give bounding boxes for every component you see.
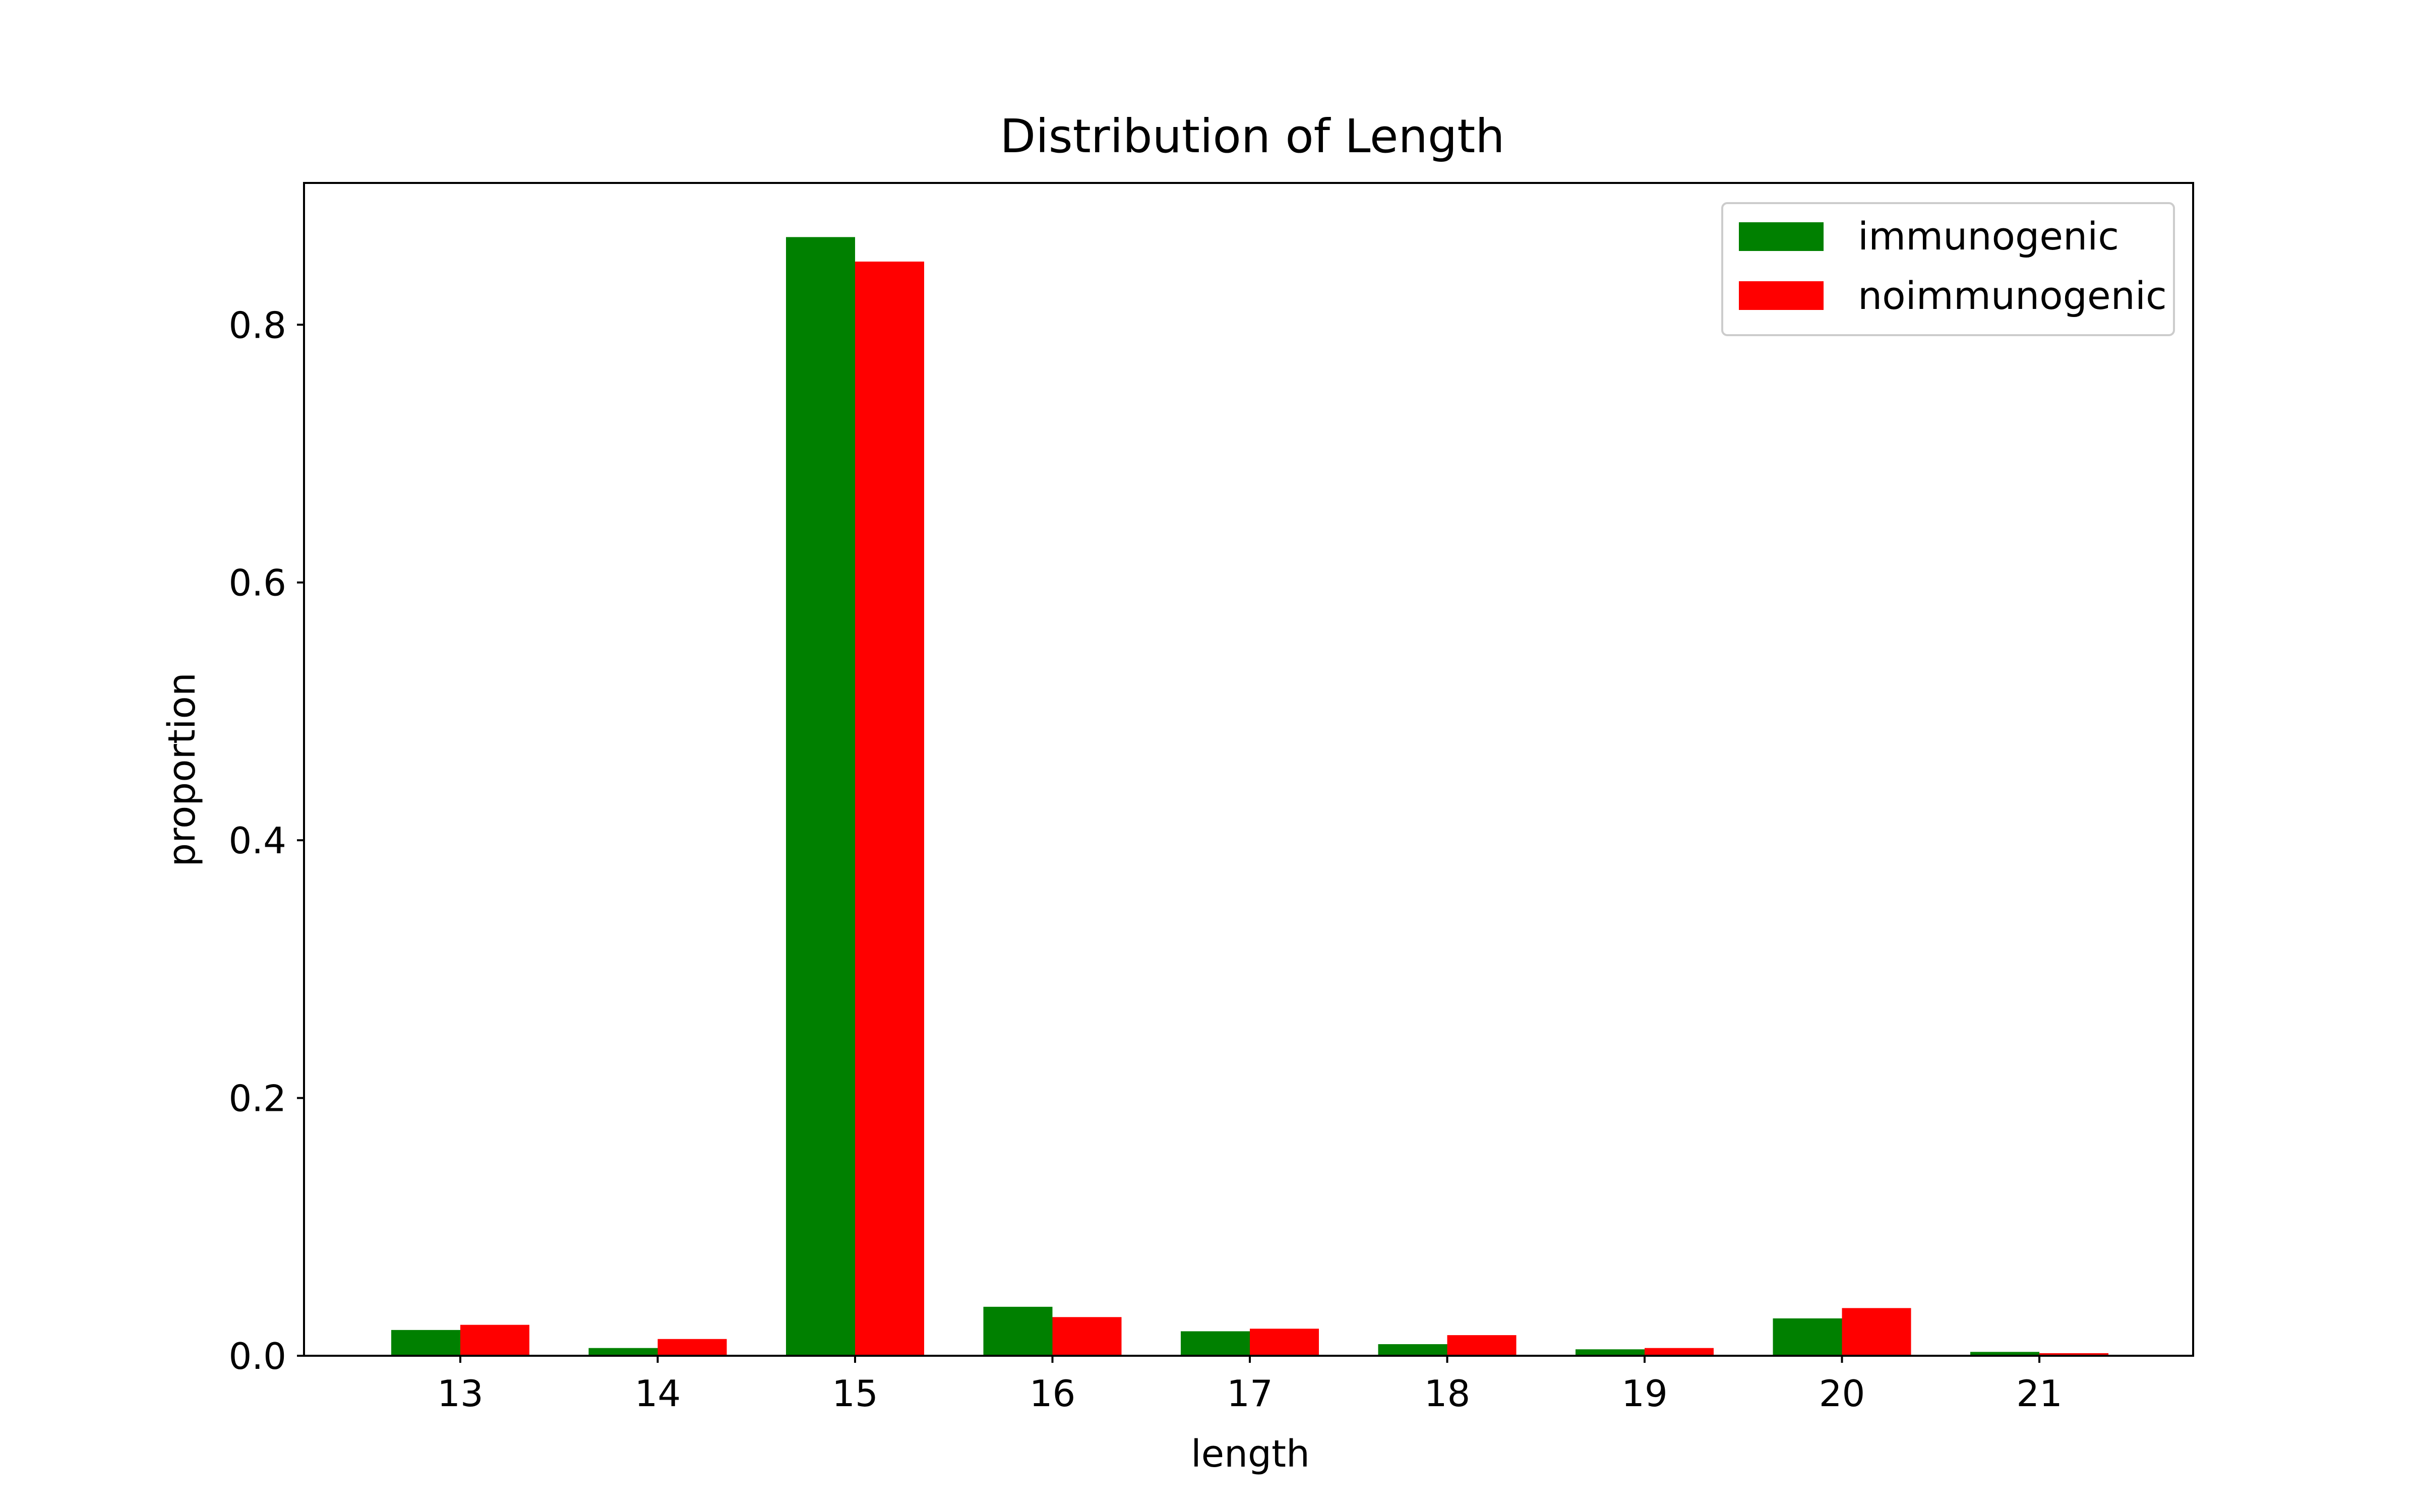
legend-label-noimmunogenic: noimmunogenic bbox=[1858, 273, 2167, 318]
x-tick-label-14: 14 bbox=[635, 1372, 681, 1415]
bar-immunogenic-14 bbox=[588, 1348, 658, 1356]
y-axis-label: proportion bbox=[160, 672, 204, 866]
x-tick-label-20: 20 bbox=[1819, 1372, 1865, 1415]
bar-immunogenic-13 bbox=[391, 1330, 460, 1356]
x-tick-label-17: 17 bbox=[1227, 1372, 1273, 1415]
y-tick-label-0.4: 0.4 bbox=[228, 820, 286, 862]
y-tick-label-0.6: 0.6 bbox=[228, 562, 286, 604]
y-tick-label-0.2: 0.2 bbox=[228, 1078, 286, 1120]
legend-swatch-noimmunogenic bbox=[1739, 281, 1824, 310]
bar-noimmunogenic-14 bbox=[657, 1339, 727, 1356]
legend-box bbox=[1721, 202, 2175, 336]
bar-immunogenic-19 bbox=[1576, 1349, 1645, 1356]
chart-title: Distribution of Length bbox=[1000, 109, 1504, 163]
legend-swatch-immunogenic bbox=[1739, 222, 1824, 251]
bar-immunogenic-15 bbox=[786, 237, 855, 1356]
y-tick-label-0.8: 0.8 bbox=[228, 304, 286, 346]
bar-noimmunogenic-13 bbox=[460, 1325, 529, 1356]
bar-immunogenic-20 bbox=[1773, 1318, 1842, 1356]
x-axis-label: length bbox=[1191, 1432, 1310, 1476]
x-tick-label-21: 21 bbox=[2016, 1372, 2063, 1415]
bar-noimmunogenic-19 bbox=[1645, 1348, 1714, 1356]
bar-noimmunogenic-20 bbox=[1842, 1308, 1911, 1356]
bar-noimmunogenic-18 bbox=[1447, 1335, 1517, 1356]
x-axis-ticks: 13 14 15 16 17 18 19 20 21 bbox=[437, 1356, 2063, 1415]
x-tick-label-16: 16 bbox=[1030, 1372, 1076, 1415]
bar-immunogenic-21 bbox=[1970, 1352, 2039, 1356]
bar-noimmunogenic-15 bbox=[855, 261, 924, 1356]
bar-noimmunogenic-21 bbox=[2039, 1353, 2108, 1356]
x-tick-label-13: 13 bbox=[437, 1372, 483, 1415]
y-axis-ticks: 0.0 0.2 0.4 0.6 0.8 bbox=[228, 304, 304, 1377]
bar-immunogenic-16 bbox=[983, 1306, 1053, 1356]
x-tick-label-18: 18 bbox=[1424, 1372, 1471, 1415]
plot-frame bbox=[303, 182, 2194, 1357]
bar-noimmunogenic-16 bbox=[1052, 1317, 1122, 1356]
x-tick-label-19: 19 bbox=[1621, 1372, 1668, 1415]
bars-group bbox=[391, 237, 2108, 1356]
bar-immunogenic-17 bbox=[1181, 1331, 1250, 1356]
bar-immunogenic-18 bbox=[1378, 1344, 1447, 1356]
y-tick-label-0.0: 0.0 bbox=[228, 1335, 286, 1377]
legend: immunogenic noimmunogenic bbox=[1721, 202, 2175, 336]
bar-noimmunogenic-17 bbox=[1250, 1329, 1319, 1356]
legend-label-immunogenic: immunogenic bbox=[1858, 214, 2119, 259]
x-tick-label-15: 15 bbox=[832, 1372, 878, 1415]
